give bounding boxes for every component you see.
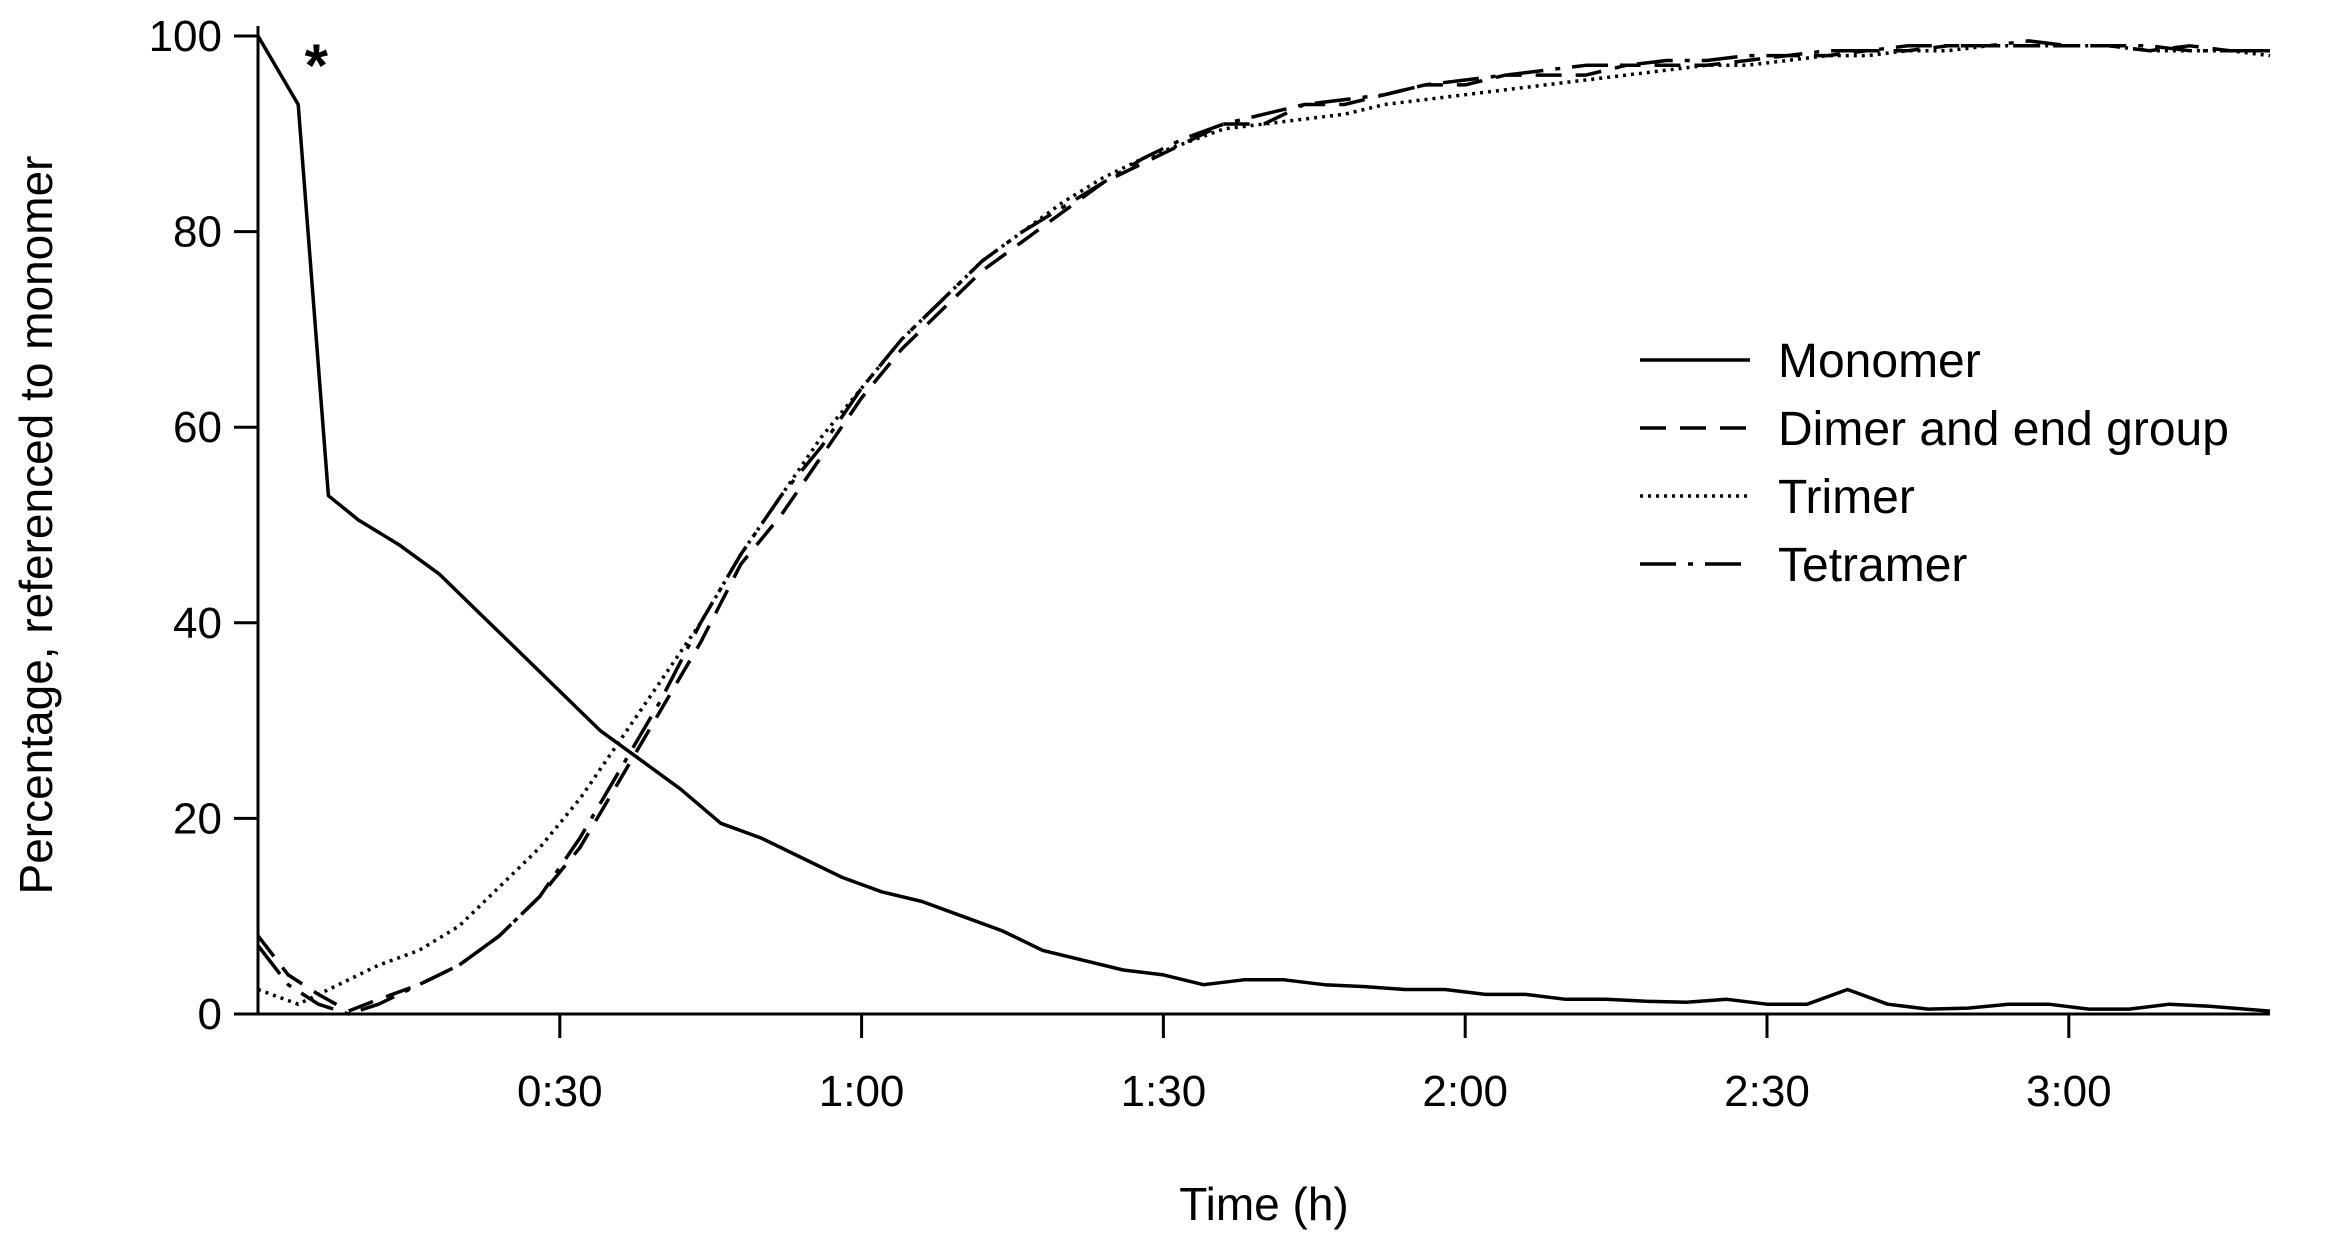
x-tick-label: 0:30: [517, 1067, 603, 1116]
x-tick-label: 1:00: [819, 1067, 905, 1116]
legend-label-trimer: Trimer: [1778, 471, 1915, 524]
y-tick-label: 20: [173, 794, 222, 843]
y-tick-label: 40: [173, 599, 222, 648]
x-tick-label: 2:30: [1724, 1067, 1810, 1116]
series-line-tetramer: [256, 39, 2270, 1016]
chart-axes: 0 20 40 60 80 100 0:30 1:00 1:30 2:00 2:30 3:00: [149, 12, 2270, 1116]
y-tick-label: 0: [198, 990, 222, 1039]
y-tick-label: 100: [149, 12, 222, 61]
x-tick-label: 1:30: [1121, 1067, 1207, 1116]
annotation-asterisk: *: [305, 32, 329, 99]
y-axis-title: Percentage, referenced to monomer: [10, 156, 62, 895]
x-tick-label: 2:00: [1422, 1067, 1508, 1116]
series-line-trimer: [257, 44, 2271, 1006]
series-line-dimer-and-end-group: [256, 44, 2270, 1013]
legend-label-tetramer: Tetramer: [1778, 539, 1967, 592]
legend-label-dimer-and-end-group: Dimer and end group: [1778, 403, 2229, 456]
series-line-monomer: [256, 35, 2271, 1013]
legend-label-monomer: Monomer: [1778, 335, 1981, 388]
y-tick-label: 60: [173, 403, 222, 452]
chart-legend: Monomer Dimer and end group Trimer Tetramer: [1640, 335, 2229, 592]
chart-series-layer: [256, 35, 2271, 1016]
x-axis-title: Time (h): [1179, 1178, 1349, 1230]
x-tick-label: 3:00: [2026, 1067, 2112, 1116]
y-tick-label: 80: [173, 208, 222, 257]
